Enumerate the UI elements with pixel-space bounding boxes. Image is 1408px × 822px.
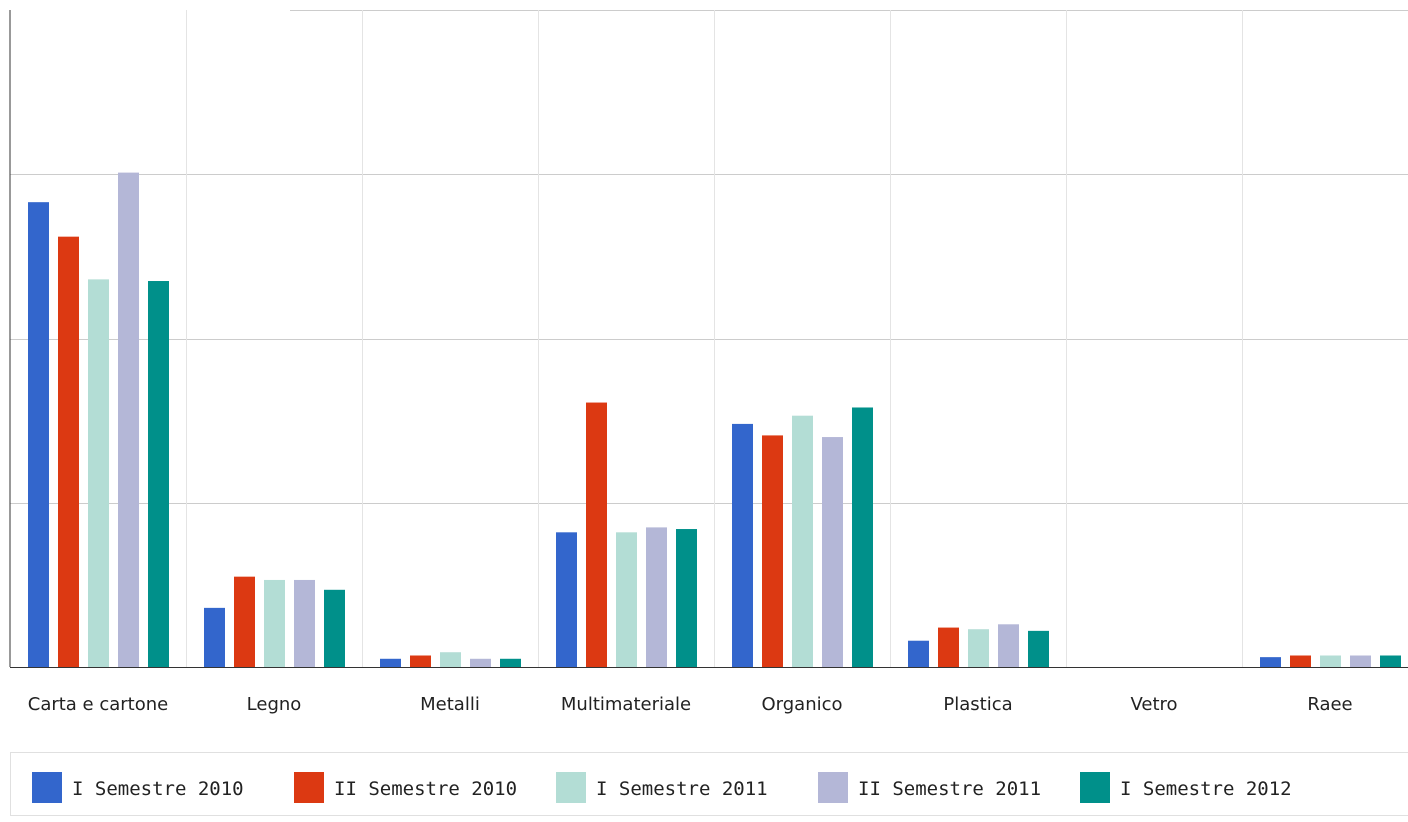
bar-multimateriale-series-5[interactable] [676, 529, 697, 667]
bar-carta-e-cartone-series-5[interactable] [148, 281, 169, 667]
legend-swatch [818, 772, 848, 803]
bar-legno-series-4[interactable] [294, 579, 315, 667]
category-label: Carta e cartone [28, 694, 168, 715]
bar-carta-e-cartone-series-2[interactable] [58, 236, 79, 668]
bar-plastica-series-2[interactable] [938, 627, 959, 667]
bar-multimateriale-series-4[interactable] [646, 527, 667, 667]
legend-label: I Semestre 2012 [1120, 778, 1292, 800]
bar-metalli-series-2[interactable] [410, 655, 431, 667]
bar-organico-series-5[interactable] [852, 407, 873, 667]
bar-plastica-series-3[interactable] [968, 629, 989, 667]
bar-raee-series-5[interactable] [1380, 655, 1401, 667]
category-label: Raee [1307, 694, 1352, 715]
bar-multimateriale-series-2[interactable] [586, 402, 607, 667]
bar-raee-series-3[interactable] [1320, 655, 1341, 667]
legend-swatch [294, 772, 324, 803]
bar-legno-series-2[interactable] [234, 576, 255, 667]
bar-carta-e-cartone-series-1[interactable] [28, 202, 49, 668]
bar-raee-series-4[interactable] [1350, 655, 1371, 667]
legend-label: II Semestre 2010 [334, 778, 517, 800]
bar-multimateriale-series-3[interactable] [616, 532, 637, 667]
category-label: Vetro [1130, 694, 1177, 715]
category-labels: Carta e cartone Legno Metalli Multimaterial… [28, 694, 1353, 715]
legend[interactable]: I Semestre 2010 II Semestre 2010 I Semestr… [10, 752, 1408, 816]
bar-organico-series-1[interactable] [732, 423, 753, 667]
category-label: Metalli [420, 694, 480, 715]
legend-swatch [1080, 772, 1110, 803]
category-label: Multimateriale [561, 694, 691, 715]
bar-plastica-series-1[interactable] [908, 640, 929, 667]
bar-plastica-series-4[interactable] [998, 624, 1019, 667]
legend-label: II Semestre 2011 [858, 778, 1041, 800]
legend-swatch [32, 772, 62, 803]
bar-organico-series-2[interactable] [762, 435, 783, 667]
bar-legno-series-5[interactable] [324, 589, 345, 667]
bar-carta-e-cartone-series-4[interactable] [118, 172, 139, 668]
bar-metalli-series-5[interactable] [500, 658, 521, 667]
category-label: Plastica [943, 694, 1012, 715]
bar-carta-e-cartone-series-3[interactable] [88, 279, 109, 667]
bar-organico-series-4[interactable] [822, 437, 843, 667]
bar-multimateriale-series-1[interactable] [556, 532, 577, 667]
bar-metalli-series-4[interactable] [470, 658, 491, 667]
bar-raee-series-2[interactable] [1290, 655, 1311, 667]
category-label: Organico [761, 694, 842, 715]
bar-metalli-series-1[interactable] [380, 658, 401, 667]
grid-lines [10, 10, 1408, 667]
category-label: Legno [247, 694, 302, 715]
legend-label: I Semestre 2010 [72, 778, 244, 800]
bar-plastica-series-5[interactable] [1028, 630, 1049, 667]
bar-legno-series-3[interactable] [264, 579, 285, 667]
legend-swatch [556, 772, 586, 803]
bar-metalli-series-3[interactable] [440, 652, 461, 667]
bar-raee-series-1[interactable] [1260, 657, 1281, 667]
bar-organico-series-3[interactable] [792, 415, 813, 667]
bars-group [28, 172, 1401, 668]
legend-label: I Semestre 2011 [596, 778, 768, 800]
bar-legno-series-1[interactable] [204, 607, 225, 667]
